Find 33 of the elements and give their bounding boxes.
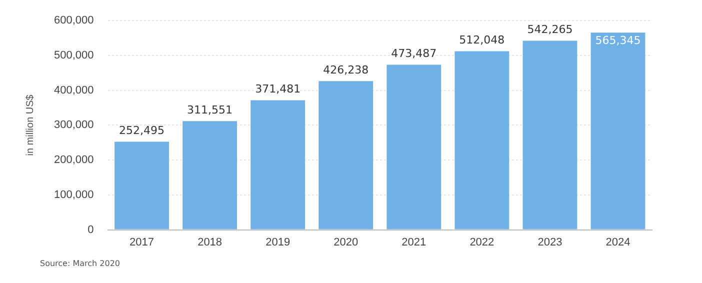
y-axis-title: in million US$ bbox=[24, 94, 36, 156]
x-tick-label: 2021 bbox=[402, 236, 426, 248]
x-tick-label: 2022 bbox=[470, 236, 494, 248]
bar bbox=[522, 40, 578, 230]
y-tick-label: 600,000 bbox=[54, 14, 94, 27]
data-label: 426,238 bbox=[323, 64, 369, 77]
y-tick-label: 200,000 bbox=[54, 154, 94, 166]
data-label: 252,495 bbox=[119, 124, 165, 138]
bar bbox=[182, 121, 238, 230]
y-tick-label: 500,000 bbox=[54, 50, 94, 62]
data-label: 371,481 bbox=[255, 82, 301, 96]
bar bbox=[454, 51, 510, 230]
x-tick-label: 2023 bbox=[538, 236, 562, 248]
y-tick-label: 0 bbox=[88, 224, 94, 236]
bar bbox=[114, 142, 169, 230]
y-tick-label: 400,000 bbox=[54, 84, 94, 96]
data-label: 565,345 bbox=[595, 34, 641, 48]
x-tick-label: 2024 bbox=[606, 236, 630, 248]
data-label: 512,048 bbox=[459, 34, 505, 47]
data-label: 311,551 bbox=[187, 104, 233, 117]
x-tick-label: 2020 bbox=[334, 236, 358, 248]
data-label: 542,265 bbox=[527, 23, 573, 36]
x-tick-label: 2017 bbox=[130, 236, 154, 248]
data-label: 473,487 bbox=[391, 47, 437, 60]
source-note: Source: March 2020 bbox=[40, 259, 120, 268]
bar bbox=[250, 100, 306, 230]
bar bbox=[590, 32, 646, 230]
y-tick-label: 100,000 bbox=[54, 188, 94, 201]
bar bbox=[318, 81, 374, 230]
x-tick-label: 2019 bbox=[266, 236, 290, 248]
bar bbox=[386, 64, 442, 230]
x-tick-label: 2018 bbox=[198, 236, 222, 248]
y-tick-label: 300,000 bbox=[54, 119, 94, 132]
